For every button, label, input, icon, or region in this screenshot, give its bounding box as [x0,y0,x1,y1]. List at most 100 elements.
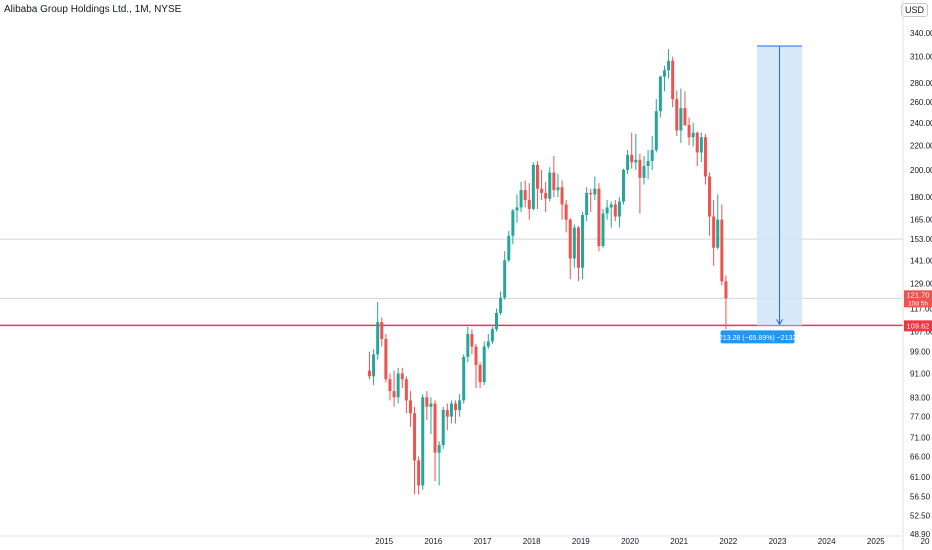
candle-body [564,204,568,220]
y-tick-label: 61.00 [910,473,931,482]
measure-label-bg [720,330,795,344]
candle-body [581,214,585,268]
support-price-label: 109.62 [907,321,930,330]
y-tick-label: 260.00 [910,98,932,107]
candle-body [576,227,580,268]
y-tick-label: 310.00 [910,53,932,62]
y-tick-label: 83.00 [910,393,931,402]
candle-body [454,403,458,411]
y-tick-label: 66.00 [910,452,931,461]
candle-body [617,201,621,217]
candle-body [470,334,474,347]
y-tick-label: 56.50 [910,493,931,502]
candle-body [658,76,662,112]
candle-body [507,235,511,261]
candle-body [585,192,589,215]
candle-body [388,379,392,392]
y-tick-label: 141.00 [910,256,932,265]
candle-body [458,400,462,411]
y-tick-label: 77.00 [910,413,931,422]
candle-body [675,99,679,131]
y-tick-label: 71.00 [910,434,931,443]
y-tick-label: 99.00 [910,348,931,357]
current-price-label: 121.70 [907,290,930,299]
candle-body [720,219,724,282]
candle-body [511,210,515,236]
candle-body [490,329,494,342]
y-tick-label: 91.00 [910,369,931,378]
chart-title: Alibaba Group Holdings Ltd., 1M, NYSE [4,4,182,15]
candle-body [380,322,384,339]
candle-body [613,204,617,217]
y-tick-label: 340.00 [910,29,932,38]
candle-body [671,60,675,100]
candle-body [634,159,638,163]
candle-body [527,200,531,209]
candle-body [650,150,654,162]
candle-body [646,161,650,167]
candle-body [494,312,498,330]
candle-body [408,400,412,414]
candle-body [540,188,544,193]
candle-body [413,413,417,461]
y-tick-label: 48.90 [910,530,931,539]
measure-arrow-head [776,319,783,326]
candle-body [519,190,523,208]
candle-body [367,370,371,377]
horizontal-lines [0,238,903,327]
x-tick-label: 2022 [719,537,737,546]
x-tick-label: 2017 [474,537,492,546]
candle-body [421,397,425,486]
candle-body [597,188,601,247]
candle-body [699,137,703,153]
candle-body [429,403,433,407]
candle-body [482,346,486,383]
candle-body [662,70,666,77]
candle-body [708,176,712,217]
candle-body [630,154,634,163]
x-tick-label: 2021 [670,537,688,546]
candle-body [703,137,707,177]
candle-body [667,60,671,71]
candle-body [466,334,470,357]
x-tick-label: 2019 [572,537,590,546]
x-tick-label: 2020 [621,537,639,546]
currency-selector[interactable]: USD [900,3,928,17]
candle-body [712,216,716,248]
candle-body [548,172,552,199]
candle-body [392,391,396,398]
candle-body [622,169,626,202]
candle-body [683,108,687,125]
candle-body [679,108,683,131]
x-tick-label: 20 [921,537,930,546]
candle-body [478,365,482,383]
y-tick-label: 153.00 [910,235,932,244]
candle-body [626,154,630,170]
candle-body [462,356,466,401]
candle-body [523,190,527,201]
candle-body [433,403,437,453]
candle-body [560,187,564,205]
candle-body [544,192,548,199]
candle-body [376,322,380,355]
y-tick-label: 117.00 [910,305,932,314]
candle-body [384,338,388,380]
current-price-label-bg [904,290,932,308]
y-tick-label: 107.00 [910,328,932,337]
candle-body [372,354,376,377]
candle-body [642,166,646,178]
x-tick-label: 2025 [867,537,885,546]
candle-body [605,207,609,214]
candle-body [474,346,478,366]
candle-body [638,159,642,178]
candle-body [449,403,453,417]
countdown-label: 10d 5h [908,300,928,307]
y-tick-label: 129.00 [910,279,932,288]
candle-body [396,373,400,398]
candle-body [535,164,539,189]
candle-body [515,207,519,211]
candle-body [687,124,691,138]
candle-body [556,187,560,191]
